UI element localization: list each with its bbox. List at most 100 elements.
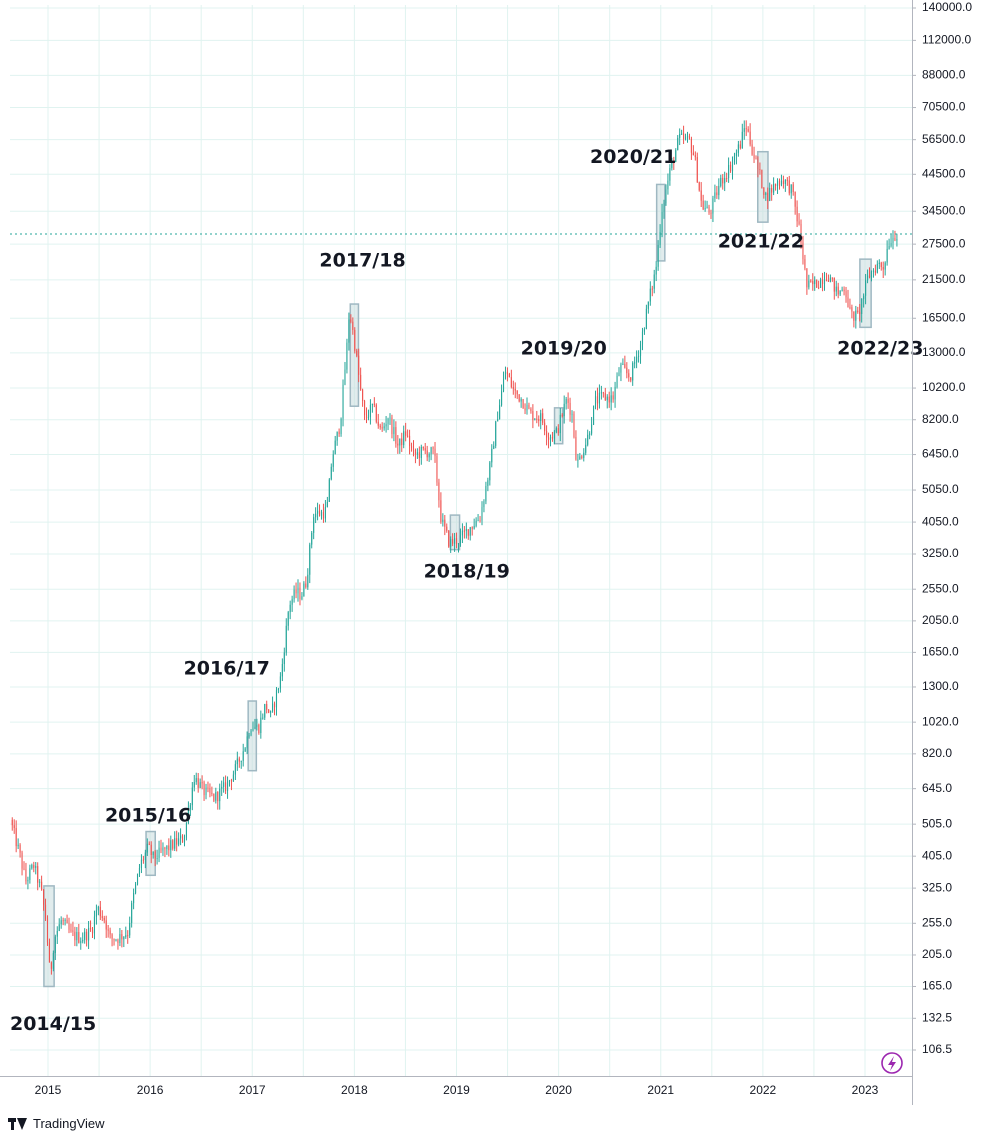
y-tick-label: 205.0 [922, 947, 952, 961]
candle-down [381, 427, 383, 429]
candle-up [489, 462, 491, 481]
candle-up [737, 144, 739, 153]
x-tick-label: 2016 [137, 1083, 164, 1097]
candle-down [213, 793, 215, 801]
candle-down [516, 390, 518, 395]
candle-down [778, 180, 781, 186]
candle-down [446, 526, 448, 531]
y-axis[interactable]: 140000.0 112000.0 88000.0 70500.0 56500.0 445… [912, 0, 972, 1056]
y-tick-label: 112000.0 [922, 33, 971, 47]
candle-down [518, 394, 520, 402]
candle-up [896, 239, 898, 241]
candle-down [164, 847, 166, 850]
candle-up [17, 844, 19, 847]
candle-down [150, 844, 152, 856]
candle-down [25, 869, 27, 882]
candle-up [315, 513, 317, 518]
candle-up [814, 279, 816, 285]
candle-up [491, 448, 493, 463]
candle-down [358, 355, 360, 375]
candle-down [810, 280, 812, 282]
tradingview-branding[interactable]: TradingView [8, 1116, 105, 1131]
y-tick-label: 4050.0 [922, 514, 959, 528]
candle-up [667, 180, 669, 190]
candle-down [708, 206, 710, 213]
x-axis[interactable]: 2015 2016 2017 2018 2019 2020 2021 2022 2023 [35, 1083, 879, 1097]
candle-up [227, 780, 229, 791]
candle-down [78, 932, 80, 943]
candle-up [221, 786, 223, 789]
candle-down [43, 889, 45, 905]
candle-up [704, 207, 706, 210]
candle-down [379, 425, 381, 428]
cycle-annotations: 2014/15 2015/16 2016/17 2017/18 2018/19 2019/… [10, 146, 923, 1035]
candle-up [248, 735, 250, 737]
candle-up [442, 519, 444, 522]
candle-up [587, 434, 589, 445]
candle-down [818, 287, 820, 289]
candle-down [508, 374, 510, 378]
candle-up [199, 782, 201, 788]
candle-down [91, 929, 94, 934]
candle-down [455, 538, 458, 545]
candle-down [362, 389, 364, 402]
candle-down [352, 321, 354, 330]
candle-up [95, 910, 97, 917]
candle-up [457, 543, 460, 545]
candle-up [123, 936, 125, 940]
candle-up [240, 760, 242, 762]
candle-down [749, 131, 751, 145]
candle-up [272, 703, 274, 712]
candle-down [716, 192, 718, 196]
y-tick-label: 70500.0 [922, 100, 966, 114]
candle-up [677, 137, 679, 151]
candle-up [823, 279, 826, 284]
candle-up [228, 780, 231, 782]
candle-up [256, 724, 258, 727]
candle-up [246, 736, 248, 749]
candle-up [679, 133, 681, 138]
candle-down [434, 448, 436, 457]
candle-down [295, 589, 297, 594]
cycle-label: 2014/15 [10, 1013, 96, 1035]
candle-up [328, 479, 330, 502]
candle-up [540, 413, 542, 422]
candle-up [712, 198, 714, 214]
candle-up [223, 782, 225, 787]
candle-down [479, 520, 481, 522]
candle-down [794, 191, 796, 207]
candle-down [551, 437, 553, 439]
candle-down [230, 780, 233, 782]
candle-up [743, 128, 745, 132]
candle-down [761, 170, 763, 189]
y-tick-label: 2050.0 [922, 613, 959, 627]
y-tick-label: 1300.0 [922, 679, 959, 693]
candle-down [868, 275, 871, 278]
candle-up [82, 939, 84, 942]
candle-up [283, 652, 285, 665]
candle-up [733, 155, 736, 163]
candle-up [776, 180, 779, 186]
candle-down [452, 538, 454, 544]
candle-up [330, 466, 332, 480]
lightning-bolt-icon[interactable] [881, 1052, 903, 1074]
candle-down [424, 448, 426, 451]
candle-down [853, 311, 855, 321]
candle-down [225, 782, 227, 791]
candle-down [710, 212, 712, 214]
candle-down [812, 281, 814, 285]
candle-down [299, 587, 301, 600]
candle-down [849, 307, 851, 309]
candle-up [773, 183, 775, 193]
candle-down [207, 787, 209, 789]
candle-up [178, 838, 180, 845]
cycle-highlight-box [655, 183, 666, 262]
candle-down [596, 396, 599, 404]
candle-up [324, 507, 326, 519]
x-tick-label: 2017 [239, 1083, 266, 1097]
candle-down [426, 450, 428, 458]
candle-up [254, 726, 256, 729]
candle-down [782, 180, 784, 184]
candle-up [653, 274, 655, 289]
candle-down [757, 158, 759, 169]
